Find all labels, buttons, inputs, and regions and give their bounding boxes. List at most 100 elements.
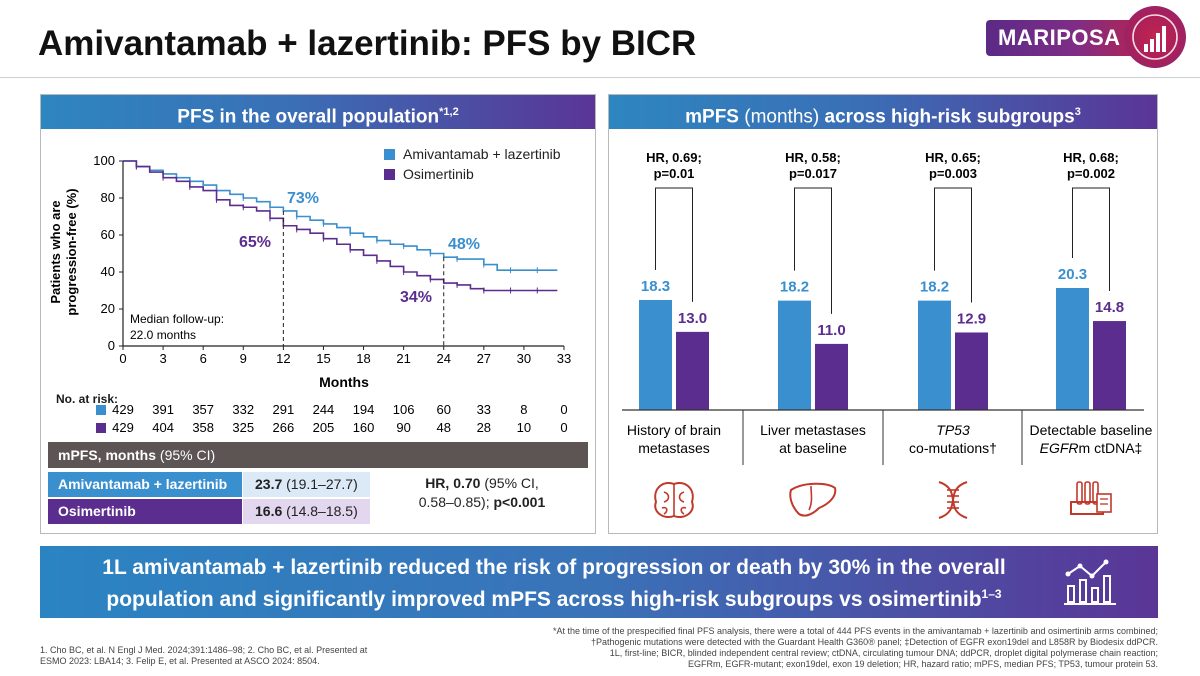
x-tick-label: 27 [477,351,491,366]
category-label: Liver metastases [760,422,866,438]
category-label: History of brain [627,422,721,438]
category-label: Detectable baseline [1030,422,1153,438]
subgroup-2: 18.2 12.9 HR, 0.65;p=0.003 TP53 co-mutations… [909,150,997,519]
subgroups-title-sup: 3 [1074,106,1081,118]
hr-bold: HR, 0.70 [425,475,481,491]
category-label: TP53 [936,422,970,438]
subgroups-panel-title: mPFS (months) across high-risk subgroups… [609,95,1157,129]
x-tick-label: 15 [316,351,330,366]
hr-label: HR, 0.65; [925,150,981,165]
page-title: Amivantamab + lazertinib: PFS by BICR [38,24,697,63]
bar-growth-icon [1132,14,1178,60]
legend-label-ami: Amivantamab + lazertinib [403,146,561,162]
followup-line2: 22.0 months [130,328,196,342]
km-legend: Amivantamab + lazertinib Osimertinib [384,144,561,184]
bar-value-osi: 12.9 [957,310,986,327]
bar-value-osi: 14.8 [1095,299,1124,316]
at-risk-count: 357 [192,402,214,417]
subgroups-title-light: (months) [744,106,820,128]
hr-bracket [934,187,972,303]
bar-osi [1093,321,1126,410]
footnote-line3: 1L, first-line; BICR, blinded independen… [609,648,1158,658]
y-tick-label: 40 [101,264,115,279]
subgroups-title-bold1: mPFS [685,106,739,128]
subgroup-0: 18.3 13.0 HR, 0.69;p=0.01 History of brain m… [627,150,721,518]
annot-73: 73% [287,190,319,207]
mpfs-table: mPFS, months (95% CI) Amivantamab + laze… [48,442,588,524]
at-risk-count: 28 [477,420,491,435]
at-risk-count: 391 [152,402,174,417]
bar-osi [955,332,988,410]
bar-ami [918,300,951,410]
key-message-banner: 1L amivantamab + lazertinib reduced the … [40,546,1158,618]
hr-bracket [655,187,693,302]
bar-osi [815,343,848,410]
footnote-line4: EGFRm, EGFR-mutant; exon19del, exon 19 d… [687,659,1158,669]
mpfs-median-osi: 16.6 [255,503,283,519]
mpfs-ci-osi: (14.8–18.5) [286,503,358,519]
mpfs-row-ami: Amivantamab + lazertinib 23.7 (19.1–27.7… [48,472,370,497]
bar-value-osi: 11.0 [817,322,845,339]
at-risk-title: No. at risk: [56,392,119,406]
hr-bracket [794,187,832,314]
hr-label: HR, 0.69; [646,150,702,165]
x-tick-label: 30 [517,351,531,366]
at-risk-table: 429 391 357 332 291 244 194 106 60 33 8 0 429 404 358 3… [96,402,568,435]
mpfs-value-osi: 16.6 (14.8–18.5) [243,499,370,524]
km-chart: 0 3 6 9 12 15 18 21 24 27 30 33 0 20 40 60 80 100 Patient… [48,153,571,390]
y-tick-label: 20 [101,301,115,316]
x-tick-label: 3 [159,351,166,366]
annot-65: 65% [239,234,271,251]
category-label: at baseline [779,440,847,456]
logo-circle [1124,6,1186,68]
hr-ci-open: (95% CI, [484,475,539,491]
mpfs-ci-ami: (19.1–27.7) [286,476,358,492]
mpfs-label-ami: Amivantamab + lazertinib [48,472,242,497]
panel-title-sup: *1,2 [439,106,459,118]
bar-ami [778,300,811,410]
at-risk-count: 194 [353,402,375,417]
banner-line1: 1L amivantamab + lazertinib reduced the … [102,556,1006,579]
at-risk-count: 48 [436,420,450,435]
mpfs-header-bold: mPFS, months [58,447,157,463]
x-tick-label: 18 [356,351,370,366]
category-label: EGFRm ctDNA‡ [1040,440,1143,456]
at-risk-count: 0 [560,420,567,435]
x-tick-label: 9 [240,351,247,366]
mpfs-header-light: (95% CI) [159,447,216,463]
x-tick-label: 21 [396,351,410,366]
banner-line2: population and significantly improved mP… [40,581,1068,613]
footnote-line1: *At the time of the prespecified final P… [552,626,1158,636]
legend-swatch-ami [384,148,395,160]
at-risk-count: 429 [112,402,134,417]
bar-osi [676,331,709,410]
mpfs-table-header: mPFS, months (95% CI) [48,442,588,468]
x-tick-label: 6 [200,351,207,366]
overall-pfs-panel-title: PFS in the overall population*1,2 [41,95,595,129]
hr-label: HR, 0.58; [785,150,841,165]
at-risk-count: 8 [520,402,527,417]
x-axis-label: Months [319,374,369,390]
mpfs-row-osi: Osimertinib 16.6 (14.8–18.5) [48,499,370,524]
mpfs-hr: HR, 0.70 (95% CI, 0.58–0.85); p<0.001 [376,474,588,512]
hr-ci-range: 0.58–0.85); [418,494,490,510]
at-risk-count: 429 [112,420,134,435]
y-tick-label: 80 [101,190,115,205]
x-tick-label: 0 [119,351,126,366]
bar-value-ami: 18.2 [780,279,809,296]
y-axis-label-line1: Patients who are [48,200,63,303]
at-risk-count: 10 [517,420,531,435]
dna-icon [938,481,968,519]
x-tick-label: 12 [276,351,290,366]
legend-item-osi: Osimertinib [384,164,561,184]
mpfs-value-ami: 23.7 (19.1–27.7) [243,472,370,497]
p-label: p=0.01 [654,166,695,181]
at-risk-count: 90 [396,420,410,435]
banner-sup: 1–3 [981,587,1002,601]
bar-ami [1056,288,1089,410]
subgroups-title-bold2: across high-risk subgroups [824,106,1075,128]
at-risk-count: 60 [436,402,450,417]
bar-value-ami: 18.3 [641,278,670,295]
y-tick-label: 0 [108,338,115,353]
bar-value-osi: 13.0 [678,310,707,327]
